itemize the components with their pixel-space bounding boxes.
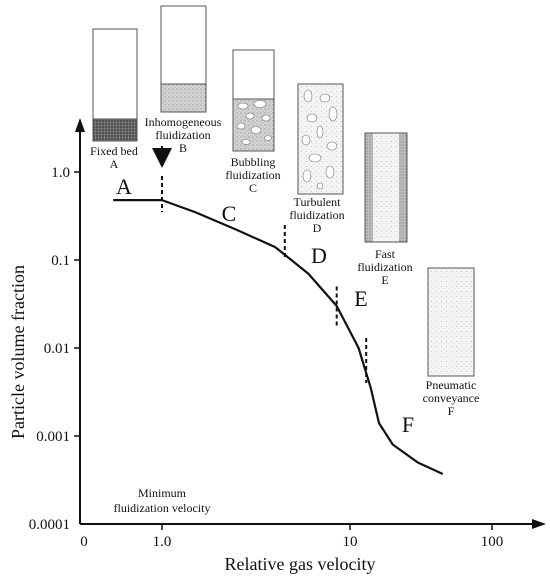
y-tick-label: 0.1 bbox=[51, 253, 70, 269]
pneumatic-column bbox=[427, 267, 475, 377]
stage-letter-d: D bbox=[311, 243, 327, 268]
fixed-bed-particles bbox=[92, 118, 138, 142]
stage-e-name-2: fluidization bbox=[357, 260, 412, 274]
stage-e-illustration: Fast fluidization E bbox=[357, 132, 413, 287]
x-tick-label: 100 bbox=[481, 534, 504, 550]
y-tick-label: 0.01 bbox=[44, 341, 70, 357]
stage-f-name-2: conveyance bbox=[423, 391, 480, 405]
stage-a-letter: A bbox=[110, 157, 119, 171]
y-tick-label: 0.0001 bbox=[29, 517, 70, 533]
stage-d-illustration: Turbulent fluidization D bbox=[289, 83, 345, 235]
stage-e-name: Fast bbox=[375, 247, 396, 261]
stage-b-name: Inhomogeneous bbox=[145, 115, 222, 129]
stage-c-name: Bubbling bbox=[231, 155, 276, 169]
bubbles bbox=[236, 100, 272, 145]
stage-d-name-2: fluidization bbox=[289, 208, 344, 222]
x-axis-arrow bbox=[532, 519, 546, 529]
stage-letter-c: C bbox=[222, 201, 237, 226]
boundary-layer bbox=[161, 176, 368, 383]
curve-layer bbox=[113, 199, 444, 475]
stage-b-name-2: fluidization bbox=[155, 128, 210, 142]
stage-letter-f: F bbox=[402, 412, 414, 437]
volume-fraction-curve bbox=[113, 199, 444, 475]
stage-letter-a: A bbox=[116, 174, 132, 199]
y-axis-arrow bbox=[75, 118, 85, 132]
stage-b-letter: B bbox=[179, 141, 187, 155]
stage-c-illustration: Bubbling fluidization C bbox=[225, 49, 281, 195]
x-tick-label: 0 bbox=[80, 534, 88, 550]
stage-letter-e: E bbox=[354, 286, 367, 311]
stage-f-name: Pneumatic bbox=[426, 378, 477, 392]
stage-a-name: Fixed bed bbox=[90, 144, 138, 158]
stage-a-illustration: Fixed bed A bbox=[90, 28, 138, 171]
stage-f-illustration: Pneumatic conveyance F bbox=[423, 267, 480, 418]
x-tick-label: 10 bbox=[343, 534, 358, 550]
stage-d-letter: D bbox=[313, 221, 322, 235]
min-fluidization-label: Minimum bbox=[138, 486, 187, 500]
fast-wall-right bbox=[399, 133, 407, 242]
min-fluidization-label: fluidization velocity bbox=[114, 501, 211, 515]
stage-f-letter: F bbox=[448, 404, 455, 418]
turbulent-voids bbox=[301, 89, 338, 190]
stage-b-illustration: Inhomogeneous fluidization B bbox=[145, 5, 222, 155]
x-axis-title: Relative gas velocity bbox=[225, 554, 376, 574]
inhomogeneous-particles bbox=[160, 83, 207, 113]
stage-c-letter: C bbox=[249, 181, 257, 195]
axes: 1.0 0.1 0.01 0.001 0.0001 0 1.0 10 100 R… bbox=[8, 118, 546, 574]
stage-c-name-2: fluidization bbox=[225, 168, 280, 182]
stage-e-letter: E bbox=[381, 273, 388, 287]
stage-d-name: Turbulent bbox=[294, 195, 342, 209]
y-tick-label: 1.0 bbox=[51, 165, 70, 181]
fast-wall-left bbox=[365, 133, 373, 242]
y-axis-title: Particle volume fraction bbox=[8, 265, 28, 439]
y-tick-label: 0.001 bbox=[36, 429, 70, 445]
x-tick-label: 1.0 bbox=[153, 534, 172, 550]
